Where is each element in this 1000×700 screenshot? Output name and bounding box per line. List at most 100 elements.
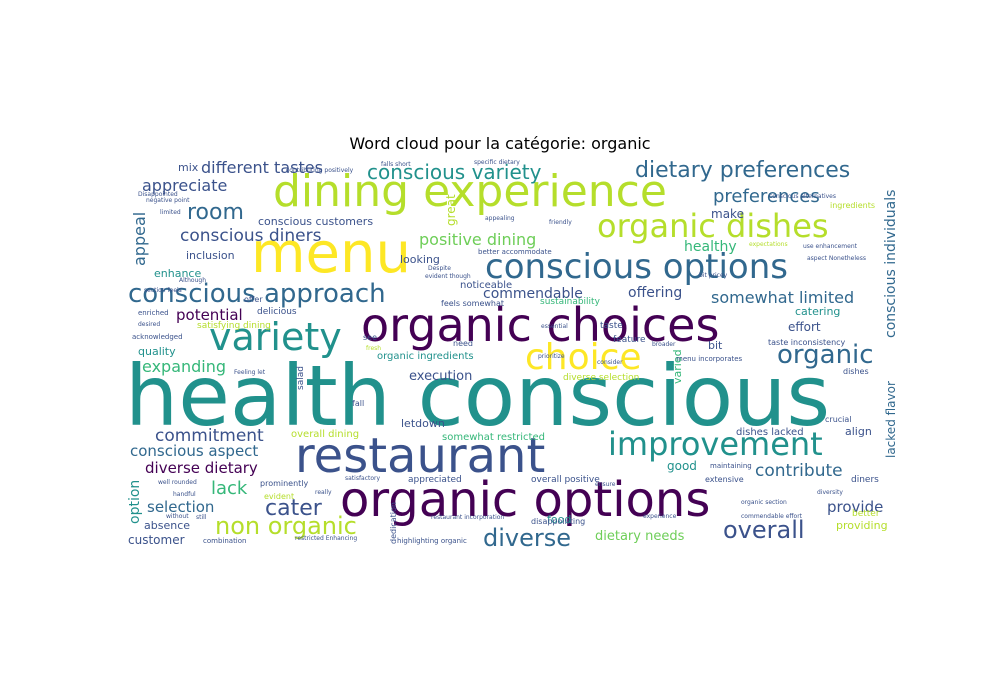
word: evident though bbox=[425, 273, 471, 280]
word: diners bbox=[851, 475, 879, 485]
word: somewhat limited bbox=[711, 288, 855, 307]
word: absence bbox=[144, 519, 191, 532]
word: offering bbox=[628, 285, 683, 301]
word: dishes lacked bbox=[736, 427, 804, 438]
word: evident bbox=[264, 492, 295, 501]
word: bit pricey bbox=[699, 272, 728, 279]
word: without bbox=[166, 513, 189, 520]
word: satisfactory bbox=[345, 475, 381, 482]
word: fresh bbox=[366, 345, 382, 352]
word: cater bbox=[265, 496, 322, 521]
word: crucial bbox=[825, 415, 852, 424]
word: better bbox=[852, 509, 880, 519]
word: conscious aspect bbox=[130, 442, 259, 460]
word: room bbox=[187, 200, 244, 225]
word: non organic bbox=[215, 512, 357, 540]
word: commendable bbox=[483, 286, 583, 302]
word: extensive bbox=[705, 475, 744, 484]
word: conscious alternatives bbox=[769, 193, 836, 200]
word: better accommodate bbox=[478, 248, 552, 256]
word: aspect Nonetheless bbox=[807, 255, 866, 262]
word: different tastes bbox=[201, 158, 323, 177]
word: potential bbox=[176, 306, 243, 324]
word: organic section bbox=[741, 499, 787, 506]
word: conscious customers bbox=[258, 215, 374, 228]
word: inclusion bbox=[186, 249, 235, 262]
word: great bbox=[444, 194, 458, 226]
word: commendable effort bbox=[741, 513, 803, 520]
word: effort bbox=[788, 320, 821, 334]
word: Disappointed bbox=[138, 191, 178, 198]
word: organic ingredients bbox=[377, 351, 474, 362]
word: make bbox=[711, 207, 744, 221]
word: variety bbox=[209, 315, 342, 359]
word: diversity bbox=[817, 489, 843, 496]
word-cloud: health conscious organic options restaur… bbox=[125, 158, 900, 549]
word: overall dining bbox=[291, 429, 360, 440]
word: desired bbox=[138, 321, 161, 328]
word: overall bbox=[723, 516, 805, 544]
word: food bbox=[547, 513, 572, 526]
word: essential bbox=[541, 323, 568, 330]
word: disappointing bbox=[531, 517, 586, 526]
word: appeal bbox=[130, 211, 149, 266]
word: friendly bbox=[549, 219, 572, 226]
word: appreciate bbox=[142, 176, 228, 195]
word: specific dietary bbox=[474, 159, 520, 166]
word: restaurant bbox=[295, 428, 546, 484]
word: organic bbox=[777, 340, 874, 370]
word: Although bbox=[179, 277, 207, 284]
word: appreciated bbox=[408, 475, 462, 485]
word: prioritize bbox=[538, 353, 565, 360]
word: conscious diners bbox=[180, 226, 322, 246]
word: customer bbox=[128, 533, 185, 547]
word: negative point bbox=[146, 197, 190, 204]
word: Despite bbox=[428, 265, 451, 272]
word: delicious bbox=[257, 307, 297, 317]
word: positive dining bbox=[419, 230, 537, 249]
word: health conscious bbox=[125, 347, 831, 445]
word: contributing positively bbox=[286, 167, 354, 174]
word: quality bbox=[138, 345, 176, 358]
figure-title: Word cloud pour la catégorie: organic bbox=[349, 134, 651, 153]
word: maintaining bbox=[710, 462, 752, 470]
word: selection bbox=[147, 498, 215, 516]
word: enriched bbox=[138, 309, 169, 317]
word: diverse dietary bbox=[145, 459, 258, 477]
word: limited bbox=[160, 209, 181, 216]
word: falls short bbox=[381, 161, 411, 168]
word: lack bbox=[211, 478, 248, 499]
word: restaurant incorporation bbox=[431, 514, 505, 521]
word: handful bbox=[173, 491, 196, 498]
word: see bbox=[363, 333, 378, 342]
word: sustainability bbox=[540, 297, 600, 307]
word: execution bbox=[409, 369, 473, 384]
word: feels somewhat bbox=[441, 299, 505, 308]
word: combination bbox=[203, 537, 247, 545]
word: overall positive bbox=[531, 475, 600, 485]
word: feature bbox=[613, 335, 646, 345]
word: enhance bbox=[154, 267, 202, 280]
word: conscious individuals bbox=[883, 189, 899, 338]
word: providing bbox=[836, 519, 888, 532]
word: align bbox=[845, 425, 872, 438]
word: highlighting organic bbox=[397, 537, 467, 545]
word: section feels bbox=[144, 287, 182, 294]
word: dining experience bbox=[273, 166, 667, 217]
word: need bbox=[453, 339, 473, 348]
word: organic choices bbox=[361, 298, 720, 352]
word: taste inconsistency bbox=[768, 338, 846, 347]
word: acknowledged bbox=[132, 333, 183, 341]
word: fall bbox=[352, 399, 365, 408]
word: catering bbox=[795, 305, 841, 318]
word: Feeling let bbox=[234, 369, 266, 376]
word: menu bbox=[251, 221, 411, 286]
word: healthy bbox=[684, 239, 737, 255]
word: preferences bbox=[713, 186, 820, 207]
word: improvement bbox=[608, 425, 823, 463]
word: lacked flavor bbox=[884, 381, 898, 458]
word: conscious options bbox=[485, 247, 788, 287]
word: broader bbox=[652, 341, 676, 348]
word: satisfying dining bbox=[197, 321, 271, 331]
word: use enhancement bbox=[803, 243, 857, 250]
